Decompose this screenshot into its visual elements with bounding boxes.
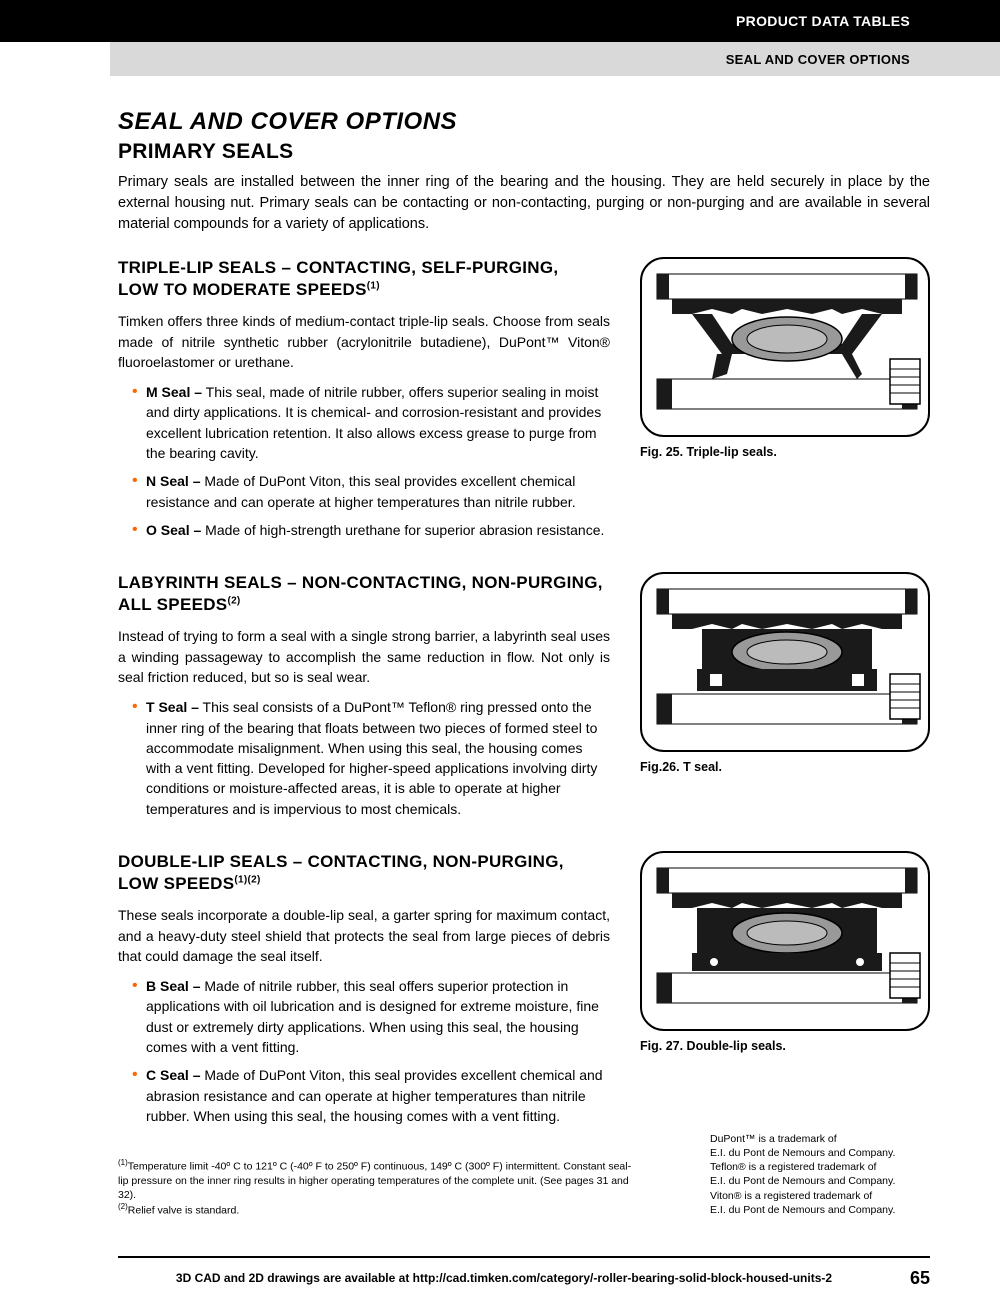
trademark-note: DuPont™ is a trademark of E.I. du Pont d… — [710, 1132, 930, 1217]
fig26-caption: Fig.26. T seal. — [640, 760, 930, 774]
diagram-t-seal — [640, 572, 930, 752]
diagram-triple-lip — [640, 257, 930, 437]
bullet-m-seal: M Seal – This seal, made of nitrile rubb… — [132, 382, 610, 463]
triple-lip-bullets: M Seal – This seal, made of nitrile rubb… — [118, 382, 610, 540]
double-lip-bullets: B Seal – Made of nitrile rubber, this se… — [118, 976, 610, 1126]
double-lip-title: DOUBLE-LIP SEALS – CONTACTING, NON-PURGI… — [118, 851, 610, 895]
section-title: PRIMARY SEALS — [118, 140, 930, 164]
footer: 3D CAD and 2D drawings are available at … — [118, 1256, 930, 1289]
header-gray-text: SEAL AND COVER OPTIONS — [726, 52, 910, 67]
main-title: SEAL AND COVER OPTIONS — [118, 108, 930, 136]
bullet-o-seal: O Seal – Made of high-strength urethane … — [132, 520, 610, 540]
section-labyrinth: LABYRINTH SEALS – NON-CONTACTING, NON-PU… — [118, 572, 930, 827]
section-double-lip: DOUBLE-LIP SEALS – CONTACTING, NON-PURGI… — [118, 851, 930, 1134]
labyrinth-body: Instead of trying to form a seal with a … — [118, 626, 610, 687]
section-triple-lip: TRIPLE-LIP SEALS – CONTACTING, SELF-PURG… — [118, 257, 930, 548]
bullet-t-seal: T Seal – This seal consists of a DuPont™… — [132, 697, 610, 819]
bullet-n-seal: N Seal – Made of DuPont Viton, this seal… — [132, 471, 610, 512]
fig25-caption: Fig. 25. Triple-lip seals. — [640, 445, 930, 459]
header-black-band: PRODUCT DATA TABLES — [0, 0, 1000, 42]
bullet-b-seal: B Seal – Made of nitrile rubber, this se… — [132, 976, 610, 1057]
header-gray-band: SEAL AND COVER OPTIONS — [110, 42, 1000, 76]
triple-lip-body: Timken offers three kinds of medium-cont… — [118, 311, 610, 372]
labyrinth-title: LABYRINTH SEALS – NON-CONTACTING, NON-PU… — [118, 572, 610, 616]
bullet-c-seal: C Seal – Made of DuPont Viton, this seal… — [132, 1065, 610, 1126]
fig27-caption: Fig. 27. Double-lip seals. — [640, 1039, 930, 1053]
footnotes: (1)Temperature limit -40º C to 121º C (-… — [118, 1158, 638, 1218]
header-black-text: PRODUCT DATA TABLES — [736, 13, 910, 29]
triple-lip-title: TRIPLE-LIP SEALS – CONTACTING, SELF-PURG… — [118, 257, 610, 301]
footer-text: 3D CAD and 2D drawings are available at … — [118, 1271, 890, 1285]
labyrinth-bullets: T Seal – This seal consists of a DuPont™… — [118, 697, 610, 819]
intro-paragraph: Primary seals are installed between the … — [118, 172, 930, 235]
page-number: 65 — [910, 1268, 930, 1289]
double-lip-body: These seals incorporate a double-lip sea… — [118, 905, 610, 966]
diagram-double-lip — [640, 851, 930, 1031]
